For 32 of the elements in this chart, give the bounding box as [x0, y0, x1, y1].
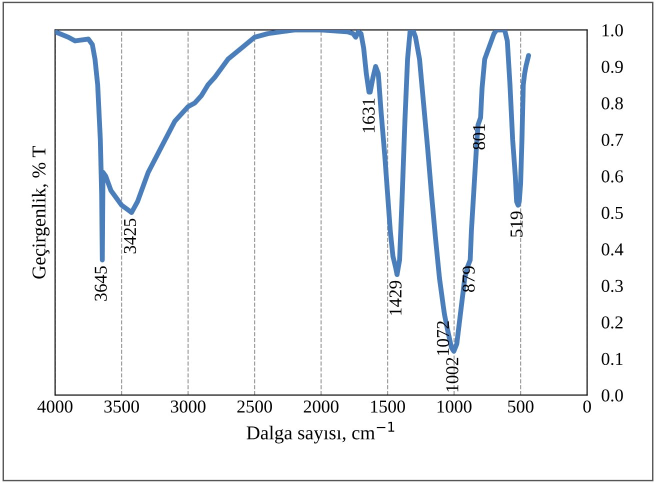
x-tick-label: 2000: [304, 400, 338, 413]
x-tick-label: 4000: [37, 400, 72, 413]
x-tick-label: 1500: [371, 400, 405, 413]
y-axis-title: Geçirgenlik, % T: [32, 146, 50, 279]
y-tick-label: 0.3: [602, 280, 623, 292]
x-tick-label: 2500: [237, 400, 272, 413]
x-axis-title: Dalga sayısı, cm$^{−1}$: [246, 422, 394, 444]
x-tick-label: 500: [508, 400, 534, 413]
annotation: 1002: [446, 358, 458, 392]
annotation: 3425: [124, 218, 136, 254]
y-tick-label: 0.0: [602, 389, 623, 402]
annotation: 879: [462, 266, 475, 292]
x-tick-label: 3500: [104, 400, 139, 413]
y-tick-label: 0.1: [602, 352, 622, 366]
annotation: 3645: [94, 266, 107, 301]
y-tick-label: 0.4: [602, 243, 624, 256]
y-tick-label: 0.6: [602, 170, 624, 183]
y-tick-label: 0.7: [602, 134, 624, 146]
x-tick-label: 0: [583, 400, 591, 413]
annotation: 1631: [362, 98, 375, 132]
y-tick-label: 1.0: [602, 24, 623, 36]
line-series: [55, 30, 532, 354]
annotation: 519: [510, 212, 523, 237]
y-tick-label: 0.9: [602, 60, 623, 73]
annotation: 801: [472, 124, 486, 150]
y-tick-label: 0.5: [602, 206, 623, 220]
annotation: 1072: [436, 321, 450, 355]
x-tick-label: 1000: [438, 400, 472, 413]
annotation: 1429: [389, 280, 402, 315]
y-tick-label: 0.2: [602, 316, 623, 329]
y-tick-label: 0.8: [602, 97, 623, 110]
x-tick-label: 3000: [170, 400, 206, 413]
